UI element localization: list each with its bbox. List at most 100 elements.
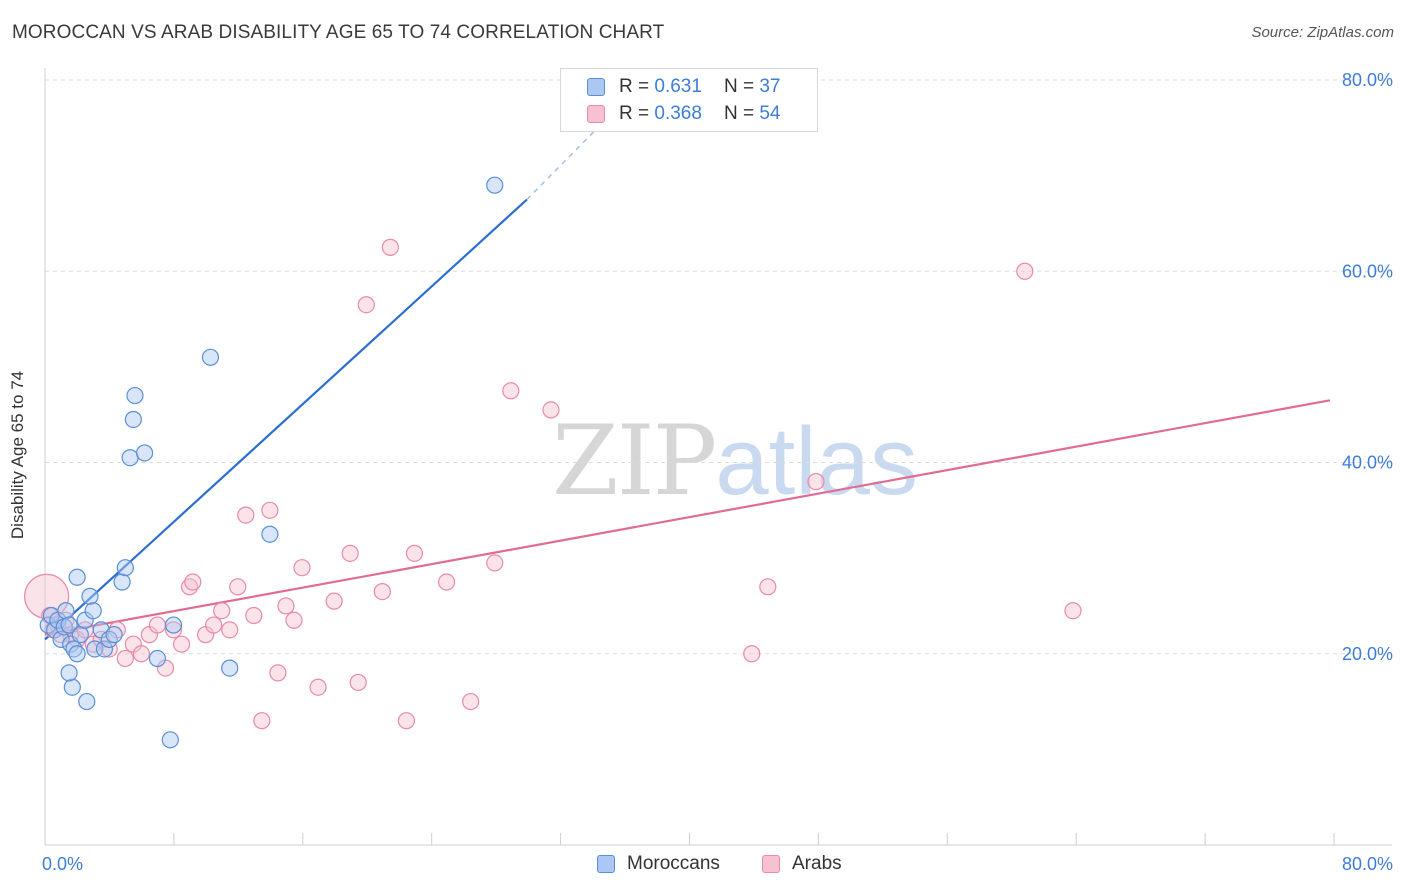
n-value: 37 [759,76,781,97]
moroccan-point [221,659,239,677]
moroccan-point [63,678,81,696]
moroccan-point [68,645,86,663]
arab-point [486,554,504,572]
moroccan-point [71,626,89,644]
moroccan-point [95,640,114,658]
moroccan-point [148,649,167,668]
moroccan-point [201,348,220,366]
arab-point [269,664,287,682]
arab-point [172,635,191,653]
correlation-legend: R = 0.631 N = 37 R = 0.368 N = 54 [560,68,818,132]
moroccan-point [100,630,118,649]
x-tick-label: 80.0% [1342,854,1393,874]
arab-point [205,616,223,634]
moroccan-point [60,616,78,634]
moroccan-point [113,573,131,591]
legend-row-moroccans: R = 0.631 N = 37 [587,75,780,99]
legend-row-arabs: R = 0.368 N = 54 [587,102,780,126]
arab-point [381,238,399,256]
moroccan-point [78,692,96,711]
y-tick-label: 40.0% [1342,453,1393,473]
arab-point [357,296,375,314]
moroccan-point [105,626,123,644]
y-tick-label: 60.0% [1342,261,1393,281]
arab-point [743,645,761,663]
source-credit: Source: ZipAtlas.com [1251,24,1394,41]
arab-point [116,649,134,668]
moroccan-point [121,449,139,467]
arab-point [502,382,520,400]
arab-point [807,473,825,491]
moroccan-point [124,410,142,429]
x-tick-label: 0.0% [42,854,83,874]
moroccan-point [81,587,99,605]
r-value: 0.368 [654,103,702,124]
r-label: R = [619,76,650,97]
arab-point [373,582,391,601]
arab-point [309,678,327,696]
arab-point [221,621,239,639]
chart-title: MOROCCAN VS ARAB DISABILITY AGE 65 TO 74… [12,22,665,43]
arab-point [180,578,199,596]
arab-point [261,501,279,519]
moroccans-points [39,176,504,749]
arabs-trend-solid [44,399,1331,636]
arabs-swatch [762,855,780,873]
moroccan-point [486,176,504,194]
arab-point [349,673,367,692]
moroccan-point [84,602,102,620]
moroccan-point [116,559,134,577]
moroccan-point [86,640,104,658]
arab-point [24,573,70,619]
moroccans-trend-solid [44,198,528,641]
arabs-points [24,238,1082,730]
moroccan-point [57,602,75,620]
moroccan-point [60,664,78,682]
arab-point [397,712,416,730]
moroccan-point [161,731,179,749]
moroccan-point [65,640,83,658]
arab-point [542,401,560,419]
arab-point [277,597,295,615]
y-tick-label: 20.0% [1342,644,1393,664]
arab-point [132,645,150,663]
legend-item-arabs: Arabs [762,852,842,876]
moroccans-swatch [597,855,615,873]
arab-point [341,544,359,562]
n-label: N = [723,103,755,124]
arabs-swatch [587,105,605,123]
moroccans-swatch [587,78,605,96]
moroccan-point [261,525,279,543]
moroccan-point [164,616,183,634]
arab-point [148,616,167,634]
tick-labels: 20.0% 40.0% 60.0% 80.0% 0.0% 80.0% [42,70,1393,874]
n-label: N = [723,76,755,97]
legend-item-moroccans: Moroccans [597,852,720,876]
arab-point [462,692,480,711]
arab-point [1016,262,1034,280]
arab-point [229,578,247,596]
arab-point [405,544,424,562]
moroccans-trendline [44,117,608,641]
arabs-trendline [44,399,1331,636]
arab-point [164,621,183,639]
r-label: R = [619,103,650,124]
arab-point [1064,602,1082,620]
n-value: 54 [759,103,781,124]
moroccan-point [126,386,144,405]
moroccan-point [135,444,154,462]
r-value: 0.631 [654,76,702,97]
arab-point [245,606,263,625]
arab-point [759,578,777,596]
arab-point [285,611,303,629]
gridlines [45,79,1392,655]
y-tick-label: 80.0% [1342,70,1393,90]
legend-label-moroccans: Moroccans [627,853,720,874]
axes [44,68,1392,846]
y-axis-label: Disability Age 65 to 74 [8,370,27,540]
arab-point [437,573,456,591]
legend-label-arabs: Arabs [792,853,842,874]
arab-point [325,592,343,610]
arab-point [213,602,231,620]
